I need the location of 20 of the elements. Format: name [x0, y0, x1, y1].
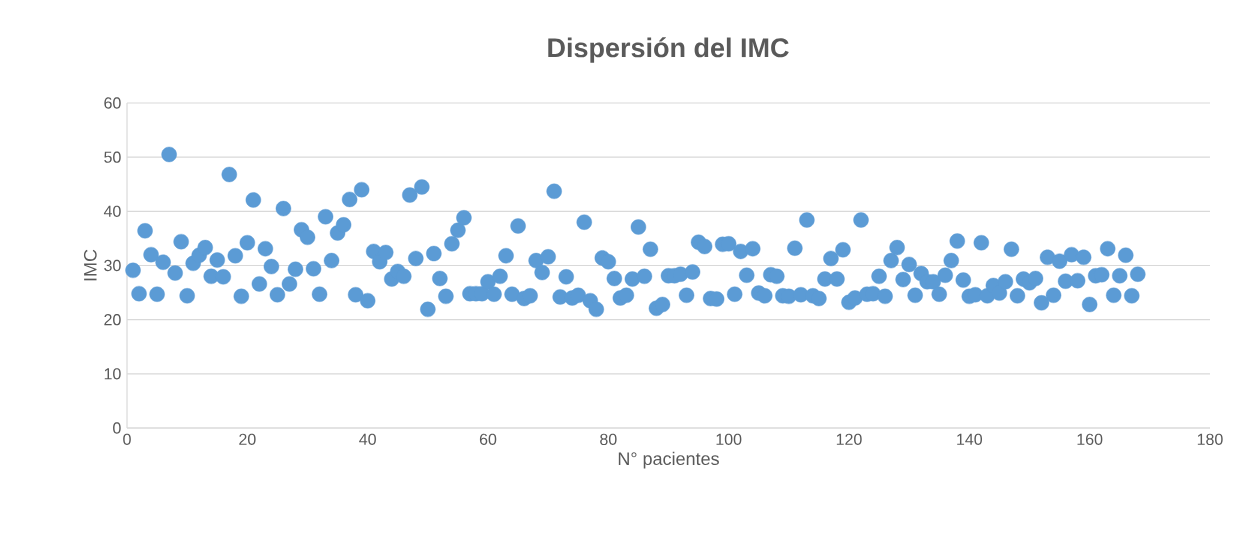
y-tick-label: 40 [103, 205, 121, 217]
y-tick-label: 20 [104, 314, 121, 326]
x-tick-label: 140 [957, 433, 983, 445]
x-tick-label: 20 [239, 433, 256, 445]
y-axis-title: IMC [83, 249, 97, 281]
y-tick-label: 60 [104, 97, 121, 109]
x-tick-label: 80 [600, 433, 617, 445]
x-tick-label: 120 [836, 433, 862, 445]
x-tick-label: 0 [123, 433, 131, 445]
x-tick-label: 60 [479, 433, 497, 445]
y-tick-label: 30 [104, 259, 121, 272]
y-tick-label: 50 [104, 151, 121, 163]
x-tick-label: 100 [716, 433, 742, 445]
x-axis-title: N° pacientes [618, 451, 719, 469]
x-tick-label: 180 [1197, 433, 1223, 445]
chart-title: Dispersión del IMC [548, 37, 789, 63]
x-tick-label: 40 [359, 433, 376, 445]
y-tick-label: 10 [104, 368, 121, 380]
y-tick-label: 0 [113, 422, 121, 434]
x-tick-label: 160 [1077, 433, 1103, 445]
